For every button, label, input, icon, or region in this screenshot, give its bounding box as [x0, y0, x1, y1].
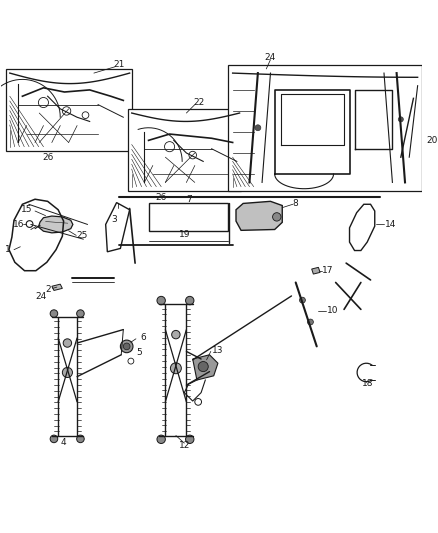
FancyBboxPatch shape: [6, 69, 132, 151]
Circle shape: [124, 343, 130, 350]
FancyBboxPatch shape: [229, 64, 422, 191]
Circle shape: [255, 125, 261, 131]
Text: 16: 16: [13, 220, 25, 229]
Text: 15: 15: [21, 205, 32, 214]
Text: 26: 26: [42, 152, 53, 161]
Text: 13: 13: [212, 346, 223, 355]
Text: 4: 4: [61, 438, 67, 447]
Text: 12: 12: [179, 441, 190, 450]
Text: 17: 17: [322, 266, 333, 275]
Text: 5: 5: [137, 348, 142, 357]
Circle shape: [50, 435, 58, 443]
Circle shape: [186, 296, 194, 305]
Polygon shape: [193, 355, 218, 380]
Text: 7: 7: [187, 195, 192, 204]
Polygon shape: [312, 268, 320, 274]
Circle shape: [300, 297, 305, 303]
Text: 19: 19: [179, 230, 190, 239]
Polygon shape: [236, 201, 282, 230]
Circle shape: [307, 319, 313, 325]
Circle shape: [170, 363, 181, 374]
Text: 6: 6: [140, 334, 146, 343]
Circle shape: [172, 330, 180, 339]
Circle shape: [62, 367, 72, 377]
Text: 24: 24: [35, 292, 47, 301]
Circle shape: [272, 213, 281, 221]
Text: 22: 22: [193, 98, 205, 107]
FancyBboxPatch shape: [127, 109, 241, 191]
Text: 10: 10: [327, 306, 338, 315]
Text: 3: 3: [111, 215, 117, 224]
Text: 8: 8: [293, 199, 299, 208]
Circle shape: [63, 339, 71, 347]
Text: 24: 24: [265, 53, 276, 62]
Text: 18: 18: [362, 379, 374, 388]
Circle shape: [50, 310, 58, 317]
Text: 14: 14: [385, 220, 396, 229]
Circle shape: [120, 340, 133, 353]
Text: 20: 20: [426, 136, 438, 145]
Text: 21: 21: [113, 60, 125, 69]
Text: 2: 2: [46, 285, 51, 294]
Text: 26: 26: [155, 192, 167, 201]
Circle shape: [77, 310, 84, 317]
Circle shape: [157, 435, 166, 443]
Text: 25: 25: [77, 231, 88, 240]
Circle shape: [186, 435, 194, 443]
Circle shape: [198, 361, 208, 372]
Circle shape: [157, 296, 166, 305]
Circle shape: [398, 117, 403, 122]
Circle shape: [77, 435, 84, 443]
Polygon shape: [39, 216, 73, 233]
Polygon shape: [52, 284, 62, 290]
Text: 1: 1: [5, 245, 11, 254]
